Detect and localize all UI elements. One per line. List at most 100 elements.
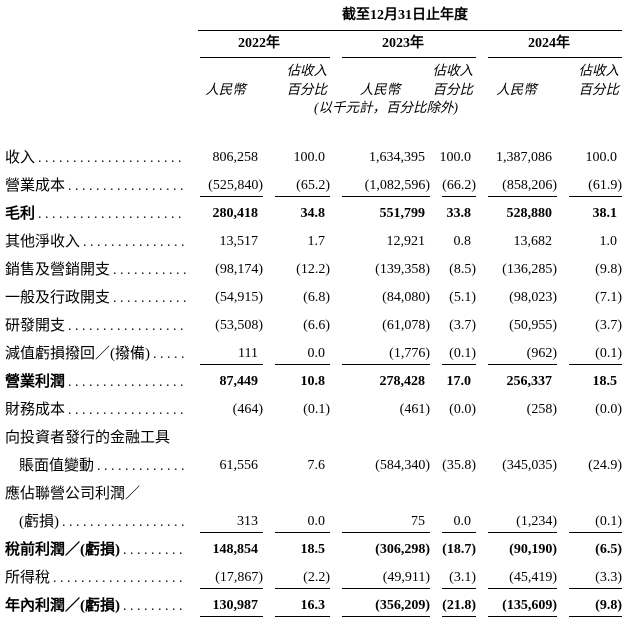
row-label-text: 賬面值變動 (19, 458, 95, 474)
value-cell: (50,955) (509, 318, 557, 333)
value-cell: (6.5) (595, 542, 622, 557)
row-label: (虧損) (0, 512, 188, 533)
row-label: 毛利 (0, 204, 188, 225)
value-cell: 0.0 (263, 512, 330, 533)
row-label-text: 稅前利潤／(虧損) (5, 542, 120, 558)
table-row: 賬面值變動 61,556 7.6 (584,340) (35.8) (345,035) (2… (0, 456, 622, 484)
row-label: 賬面值變動 (0, 456, 188, 477)
value-cell: 7.6 (307, 458, 326, 473)
value-cell: (345,035) (502, 458, 557, 473)
value-cell: 18.5 (300, 542, 326, 557)
value-cell: 100.0 (439, 150, 472, 165)
row-label: 銷售及營銷開支 (0, 260, 188, 281)
pct-header-2022: 佔收入 百分比 (286, 63, 328, 97)
value-cell (263, 428, 330, 449)
dot-leader (68, 177, 186, 197)
value-cell: (136,285) (502, 262, 557, 277)
value-cell: (9.8) (595, 262, 622, 277)
year-2023-label: 2023年 (382, 36, 424, 51)
value-cell: 10.8 (300, 374, 326, 389)
value-cell: (461) (399, 402, 430, 417)
table-row: 營業利潤 87,449 10.8 278,428 17.0 256,337 18.5 (0, 372, 622, 400)
value-cell: (0.1) (430, 344, 476, 365)
table-row: 財務成本 (464) (0.1) (461) (0.0) (258) (0.0) (0, 400, 622, 428)
value-cell: (8.5) (449, 262, 476, 277)
value-cell: (3.1) (430, 568, 476, 589)
units-note: (以千元計，百分比除外) (314, 100, 458, 115)
year-2024-label: 2024年 (528, 36, 570, 51)
value-cell: (35.8) (442, 458, 476, 473)
units-note-row: (以千元計，百分比除外) (0, 99, 622, 117)
header-rule-row (0, 26, 622, 33)
row-label: 減值虧損撥回／(撥備) (0, 344, 188, 365)
value-cell: (21.8) (430, 596, 476, 617)
value-cell: 17.0 (446, 374, 472, 389)
dot-leader (68, 401, 186, 421)
value-cell (476, 428, 557, 449)
value-cell: (306,298) (375, 542, 430, 557)
value-cell: (53,508) (215, 318, 263, 333)
row-label: 營業成本 (0, 176, 188, 197)
value-cell: (17,867) (188, 568, 263, 589)
dot-leader (113, 289, 186, 309)
row-label: 其他淨收入 (0, 232, 188, 253)
value-cell: (12.2) (296, 262, 330, 277)
table-header: 截至12月31日止年度 (0, 6, 622, 26)
value-cell: 111 (188, 344, 263, 365)
year-2022-rule (200, 57, 330, 58)
value-cell: (7.1) (595, 290, 622, 305)
row-label-text: 營業利潤 (5, 374, 66, 390)
value-cell: (65.2) (263, 176, 330, 197)
year-2022-label: 2022年 (238, 36, 280, 51)
subheader-row: 人民幣 佔收入 百分比 人民幣 佔收入 百分比 人民幣 佔收入 百分比 (0, 61, 622, 99)
value-cell: (24.9) (588, 458, 622, 473)
value-cell: (54,915) (215, 290, 263, 305)
value-cell: (0.1) (303, 402, 330, 417)
period-title: 截至12月31日止年度 (342, 8, 468, 23)
row-label: 向投資者發行的金融工具 (0, 428, 188, 449)
value-cell (263, 484, 330, 505)
value-cell: 0.8 (453, 234, 472, 249)
value-cell: (0.0) (595, 402, 622, 417)
row-label-text: 應佔聯營公司利潤／ (5, 486, 141, 502)
value-cell: (98,023) (509, 290, 557, 305)
value-cell: 87,449 (219, 374, 259, 389)
value-cell: (61,078) (382, 318, 430, 333)
value-cell (188, 428, 263, 449)
value-cell: 1.7 (307, 234, 326, 249)
value-cell: 33.8 (446, 206, 472, 221)
row-label-text: 研發開支 (5, 318, 66, 334)
value-cell: 256,337 (506, 374, 553, 389)
value-cell: 313 (188, 512, 263, 533)
value-cell (476, 484, 557, 505)
value-cell: 13,682 (513, 234, 553, 249)
row-label-text: 年內利潤／(虧損) (5, 598, 120, 614)
value-cell: (0.1) (557, 512, 622, 533)
row-label-text: 一般及行政開支 (5, 290, 111, 306)
row-label-text: 銷售及營銷開支 (5, 262, 111, 278)
value-cell: 38.1 (592, 206, 618, 221)
dot-leader (38, 205, 186, 225)
value-cell: (18.7) (442, 542, 476, 557)
value-cell (430, 428, 476, 449)
value-cell: (84,080) (382, 290, 430, 305)
value-cell: (66.2) (430, 176, 476, 197)
value-cell: 278,428 (379, 374, 426, 389)
value-cell: (135,609) (476, 596, 557, 617)
value-cell: (525,840) (188, 176, 263, 197)
value-cell: (356,209) (330, 596, 430, 617)
value-cell (557, 484, 622, 505)
table-row: 向投資者發行的金融工具 (0, 428, 622, 456)
value-cell: (3.7) (595, 318, 622, 333)
value-cell: (258) (526, 402, 557, 417)
value-cell: 280,418 (212, 206, 259, 221)
year-2024-rule (488, 57, 622, 58)
row-label-text: 所得稅 (5, 570, 51, 586)
table-row: 其他淨收入 13,517 1.7 12,921 0.8 13,682 1.0 (0, 232, 622, 260)
dot-leader (123, 597, 186, 617)
value-cell: 13,517 (219, 234, 259, 249)
dot-leader (123, 541, 186, 561)
value-cell: (2.2) (263, 568, 330, 589)
value-cell: 18.5 (592, 374, 618, 389)
